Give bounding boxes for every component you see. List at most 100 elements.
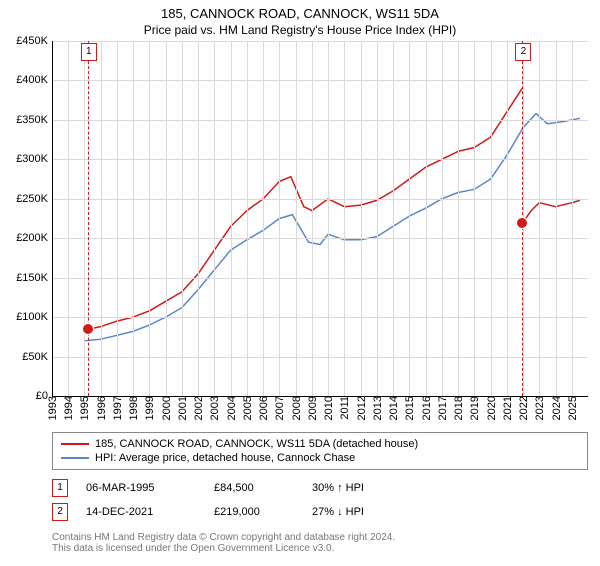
y-tick-label: £400K: [16, 74, 52, 86]
x-tick-label: 2015: [404, 396, 416, 423]
x-tick-label: 2018: [453, 396, 465, 423]
x-tick-label: 2021: [502, 396, 514, 423]
marker-box-2: 2: [515, 43, 531, 61]
sales-table: 1 06-MAR-1995 £84,500 30% ↑ HPI 2 14-DEC-2021…: [52, 476, 588, 524]
legend-row: HPI: Average price, detached house, Cann…: [61, 451, 579, 465]
gridline-v: [198, 41, 199, 396]
sale-pct: 27% ↓ HPI: [312, 506, 402, 518]
x-tick-label: 2023: [534, 396, 546, 423]
gridline-v: [442, 41, 443, 396]
gridline-v: [263, 41, 264, 396]
marker-dot-2: [516, 217, 528, 229]
gridline-v: [279, 41, 280, 396]
x-tick-label: 2010: [323, 396, 335, 423]
legend-label: 185, CANNOCK ROAD, CANNOCK, WS11 5DA (de…: [95, 438, 418, 450]
marker-vline-1: [88, 41, 89, 396]
gridline-v: [344, 41, 345, 396]
sale-price: £219,000: [214, 506, 294, 518]
gridline-v: [52, 41, 53, 396]
x-tick-label: 2000: [161, 396, 173, 423]
gridline-v: [474, 41, 475, 396]
legend-row: 185, CANNOCK ROAD, CANNOCK, WS11 5DA (de…: [61, 437, 579, 451]
footer-line-1: Contains HM Land Registry data © Crown c…: [52, 532, 588, 543]
x-tick-label: 1995: [79, 396, 91, 423]
y-tick-label: £350K: [16, 114, 52, 126]
x-tick-label: 2025: [567, 396, 579, 423]
x-tick-label: 2006: [258, 396, 270, 423]
chart-subtitle: Price paid vs. HM Land Registry's House …: [0, 23, 600, 37]
x-tick-label: 2016: [421, 396, 433, 423]
x-tick-label: 2013: [372, 396, 384, 423]
series-property: [88, 88, 523, 329]
sale-price: £84,500: [214, 482, 294, 494]
x-tick-label: 2008: [291, 396, 303, 423]
y-tick-label: £50K: [22, 351, 52, 363]
x-tick-label: 2009: [307, 396, 319, 423]
footer-line-2: This data is licensed under the Open Gov…: [52, 543, 588, 554]
gridline-v: [182, 41, 183, 396]
x-tick-label: 1998: [128, 396, 140, 423]
gridline-v: [133, 41, 134, 396]
gridline-v: [426, 41, 427, 396]
gridline-v: [393, 41, 394, 396]
sale-row: 1 06-MAR-1995 £84,500 30% ↑ HPI: [52, 476, 588, 500]
sale-date: 06-MAR-1995: [86, 482, 196, 494]
gridline-v: [231, 41, 232, 396]
legend-swatch: [61, 443, 89, 445]
series-hpi: [85, 114, 580, 341]
gridline-v: [539, 41, 540, 396]
gridline-v: [166, 41, 167, 396]
y-tick-label: £100K: [16, 311, 52, 323]
sale-date: 14-DEC-2021: [86, 506, 196, 518]
x-tick-label: 2014: [388, 396, 400, 423]
gridline-v: [491, 41, 492, 396]
x-tick-label: 2001: [177, 396, 189, 423]
legend-label: HPI: Average price, detached house, Cann…: [95, 452, 355, 464]
sale-badge: 1: [52, 479, 68, 497]
gridline-v: [101, 41, 102, 396]
gridline-v: [572, 41, 573, 396]
footer-attribution: Contains HM Land Registry data © Crown c…: [52, 532, 588, 554]
gridline-v: [556, 41, 557, 396]
gridline-v: [328, 41, 329, 396]
sale-row: 2 14-DEC-2021 £219,000 27% ↓ HPI: [52, 500, 588, 524]
x-tick-label: 2017: [437, 396, 449, 423]
y-tick-label: £250K: [16, 193, 52, 205]
x-tick-label: 1994: [63, 396, 75, 423]
y-tick-label: £150K: [16, 272, 52, 284]
x-tick-label: 1996: [96, 396, 108, 423]
x-tick-label: 2012: [356, 396, 368, 423]
sale-pct: 30% ↑ HPI: [312, 482, 402, 494]
gridline-v: [361, 41, 362, 396]
gridline-v: [458, 41, 459, 396]
x-tick-label: 2024: [551, 396, 563, 423]
chart-container: 185, CANNOCK ROAD, CANNOCK, WS11 5DA Pri…: [0, 6, 600, 566]
x-tick-label: 1999: [144, 396, 156, 423]
marker-box-1: 1: [81, 43, 97, 61]
y-tick-label: £300K: [16, 153, 52, 165]
marker-dot-1: [82, 323, 94, 335]
gridline-v: [312, 41, 313, 396]
gridline-v: [409, 41, 410, 396]
gridline-v: [377, 41, 378, 396]
x-tick-label: 1993: [47, 396, 59, 423]
gridline-v: [117, 41, 118, 396]
gridline-v: [296, 41, 297, 396]
x-tick-label: 2019: [469, 396, 481, 423]
x-tick-label: 2020: [486, 396, 498, 423]
gridline-v: [507, 41, 508, 396]
sale-badge: 2: [52, 503, 68, 521]
y-tick-label: £200K: [16, 232, 52, 244]
x-tick-label: 1997: [112, 396, 124, 423]
x-tick-label: 2002: [193, 396, 205, 423]
x-tick-label: 2022: [518, 396, 530, 423]
chart-title: 185, CANNOCK ROAD, CANNOCK, WS11 5DA: [0, 6, 600, 21]
x-tick-label: 2003: [209, 396, 221, 423]
gridline-v: [149, 41, 150, 396]
legend-box: 185, CANNOCK ROAD, CANNOCK, WS11 5DA (de…: [52, 432, 588, 470]
gridline-v: [84, 41, 85, 396]
x-tick-label: 2007: [274, 396, 286, 423]
gridline-v: [68, 41, 69, 396]
x-tick-label: 2004: [226, 396, 238, 423]
gridline-v: [247, 41, 248, 396]
